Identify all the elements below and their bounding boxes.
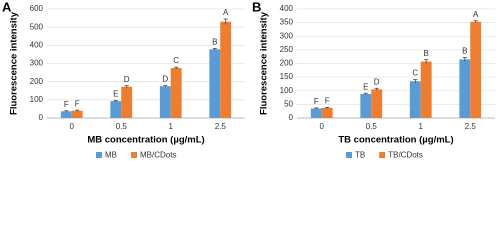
significance-letter: D bbox=[162, 74, 168, 83]
significance-letter: A bbox=[473, 10, 479, 19]
x-tick-label: 0.5 bbox=[116, 122, 128, 131]
bar bbox=[371, 89, 383, 118]
bar bbox=[60, 111, 72, 118]
legend-label: MB/CDots bbox=[140, 151, 176, 160]
bar bbox=[360, 94, 372, 118]
bar bbox=[310, 108, 322, 118]
panel-label: B bbox=[252, 0, 261, 14]
y-tick-label: 200 bbox=[280, 59, 294, 68]
significance-letter: E bbox=[113, 89, 118, 98]
y-tick-label: 0 bbox=[39, 113, 44, 122]
y-tick-label: 100 bbox=[30, 95, 44, 104]
y-tick-label: 500 bbox=[30, 22, 44, 31]
y-tick-label: 0 bbox=[289, 113, 294, 122]
x-tick-label: 2.5 bbox=[215, 122, 227, 131]
x-tick-label: 1 bbox=[419, 122, 424, 131]
significance-letter: F bbox=[314, 97, 319, 106]
bar bbox=[71, 110, 83, 118]
x-tick-label: 1 bbox=[169, 122, 174, 131]
y-tick-label: 400 bbox=[280, 4, 294, 13]
significance-letter: C bbox=[412, 69, 418, 78]
significance-letter: F bbox=[325, 96, 330, 105]
y-axis-label: Fluorescence intensity bbox=[259, 11, 270, 115]
x-tick-label: 2.5 bbox=[465, 122, 477, 131]
y-tick-label: 250 bbox=[280, 45, 294, 54]
significance-letter: D bbox=[374, 77, 380, 86]
bar bbox=[110, 101, 122, 118]
y-tick-label: 600 bbox=[30, 4, 44, 13]
legend-label: TB/CDots bbox=[388, 151, 423, 160]
legend-label: MB bbox=[105, 151, 117, 160]
bar bbox=[409, 81, 421, 118]
x-axis-label: MB concentration (µg/mL) bbox=[87, 135, 204, 146]
y-axis-label: Fluorescence intensity bbox=[9, 11, 20, 115]
y-tick-label: 300 bbox=[280, 31, 294, 40]
bar bbox=[170, 68, 182, 118]
significance-letter: F bbox=[75, 99, 80, 108]
panel-label: A bbox=[2, 0, 12, 14]
x-tick-label: 0.5 bbox=[366, 122, 378, 131]
significance-letter: B bbox=[462, 47, 467, 56]
y-tick-label: 300 bbox=[30, 59, 44, 68]
x-tick-label: 0 bbox=[70, 122, 75, 131]
bar bbox=[209, 49, 221, 118]
legend-swatch bbox=[379, 152, 386, 158]
y-tick-label: 400 bbox=[30, 40, 44, 49]
significance-letter: D bbox=[124, 75, 130, 84]
page: A Fluorescence intensity 0 100 200 300 400 500 6… bbox=[2, 0, 495, 160]
y-tick-label: 50 bbox=[284, 99, 293, 108]
significance-letter: E bbox=[363, 82, 368, 91]
bar bbox=[459, 59, 471, 118]
legend-swatch bbox=[131, 152, 137, 158]
bar bbox=[159, 86, 171, 118]
legend-swatch bbox=[96, 152, 102, 158]
legend-label: TB bbox=[355, 151, 365, 160]
legend-swatch bbox=[346, 152, 352, 158]
y-tick-label: 100 bbox=[280, 86, 294, 95]
x-axis-label: TB concentration (µg/mL) bbox=[338, 135, 453, 146]
x-tick-label: 0 bbox=[320, 122, 325, 131]
bar bbox=[321, 107, 333, 118]
bar bbox=[470, 21, 482, 118]
significance-letter: B bbox=[424, 49, 429, 58]
y-tick-label: 350 bbox=[280, 18, 294, 27]
significance-letter: B bbox=[212, 38, 217, 47]
significance-letter: C bbox=[173, 56, 179, 65]
significance-letter: F bbox=[64, 100, 69, 109]
significance-letter: A bbox=[223, 8, 229, 17]
bar bbox=[220, 21, 232, 118]
bar bbox=[121, 86, 133, 118]
y-tick-label: 200 bbox=[30, 77, 44, 86]
bar bbox=[420, 61, 432, 118]
y-tick-label: 150 bbox=[280, 72, 294, 81]
